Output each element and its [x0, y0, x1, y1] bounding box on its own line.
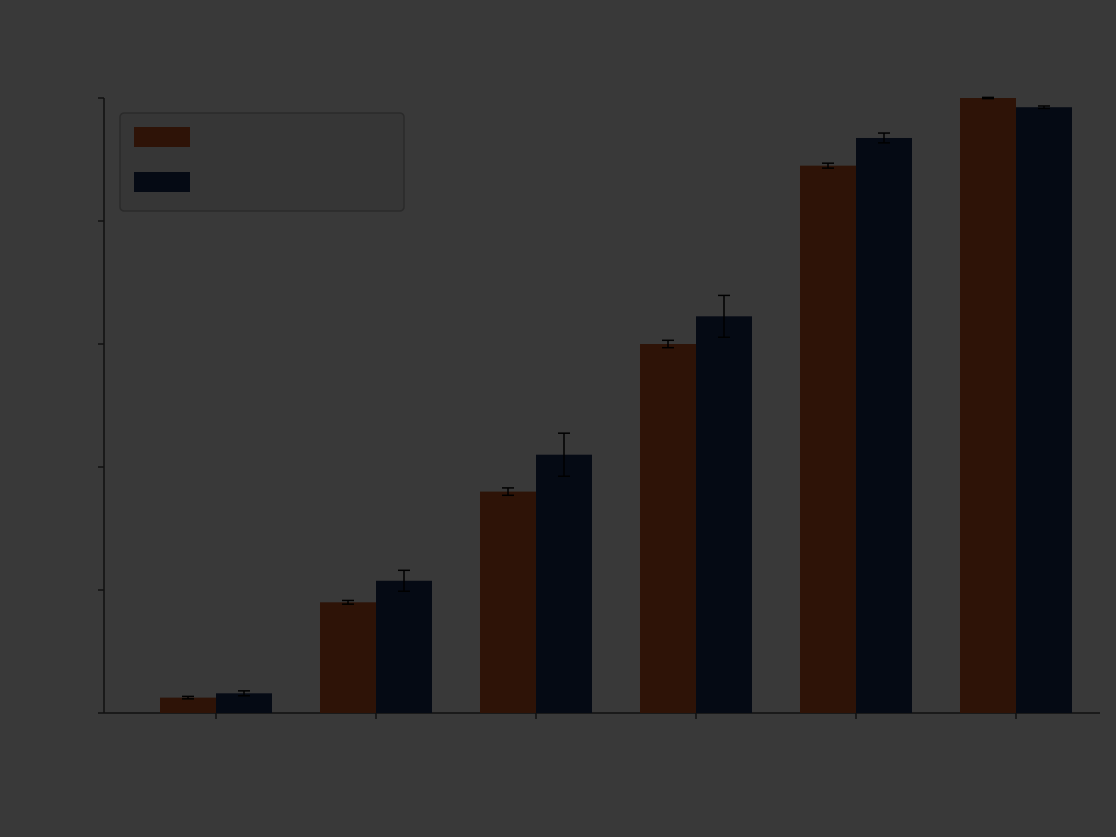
bar-series-1 [640, 344, 696, 713]
bar-series-1 [160, 697, 216, 713]
bar-series-2 [376, 580, 432, 713]
legend-box [119, 112, 405, 212]
bar-series-2 [856, 137, 912, 714]
bar-series-1 [320, 602, 376, 713]
bar-series-1 [960, 98, 1016, 713]
bar-series-2 [216, 693, 272, 713]
legend-swatch [134, 127, 190, 147]
bar-series-1 [800, 165, 856, 713]
bar-series-2 [696, 316, 752, 713]
legend-swatch [134, 172, 190, 192]
bar-series-2 [536, 454, 592, 713]
bar-series-1 [480, 491, 536, 713]
bar-series-2 [1016, 107, 1072, 714]
